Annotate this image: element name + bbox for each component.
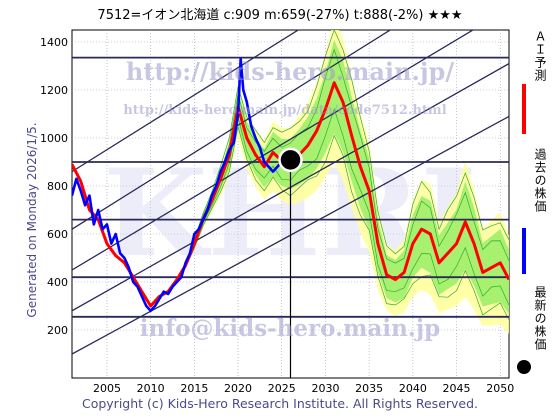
watermark-url-page: http://kids-hero.main.jp/data/code7512.h… <box>123 103 446 118</box>
legend: ＡＩ予測 過去の株価 最新の株価 <box>516 28 547 388</box>
channel-line <box>72 30 300 173</box>
x-tick-label: 2015 <box>180 382 208 395</box>
legend-latest-dot <box>517 360 531 374</box>
watermark-url: http://kids-hero.main.jp/ <box>126 57 454 86</box>
forecast-band-path <box>167 107 509 306</box>
legend-forecast-label: ＡＩ予測 <box>533 30 547 82</box>
generated-date-text: Generated on Monday 2026/1/5. <box>25 122 39 318</box>
legend-history-swatch <box>522 228 526 274</box>
x-tick-label: 2050 <box>486 382 514 395</box>
x-tick-label: 2030 <box>311 382 339 395</box>
y-tick-label: 400 <box>47 276 68 289</box>
y-tick-label: 600 <box>47 228 68 241</box>
x-tick-label: 2045 <box>443 382 471 395</box>
forecast-band-inner <box>168 39 509 315</box>
x-tick-label: 2020 <box>224 382 252 395</box>
x-tick-label: 2005 <box>93 382 121 395</box>
legend-latest-label: 最新の株価 <box>533 286 547 351</box>
history-line <box>72 57 292 313</box>
x-tick-label: 2040 <box>399 382 427 395</box>
chart-title: 7512=イオン北海道 c:909 m:659(-27%) t:888(-2%)… <box>97 8 463 23</box>
forecast-band-path <box>167 126 509 320</box>
y-tick-label: 1000 <box>40 132 68 145</box>
y-tick-label: 800 <box>47 180 68 193</box>
latest-price-dot <box>278 147 303 173</box>
channel-line <box>72 30 475 271</box>
x-tick-label: 2025 <box>268 382 296 395</box>
forecast-band-path <box>167 30 509 292</box>
legend-forecast-swatch <box>522 84 526 134</box>
watermark-email: info@kids-hero.main.jp <box>140 315 440 342</box>
y-tick-label: 1200 <box>40 84 68 97</box>
copyright-notice: Copyright (c) Kids-Hero Research Institu… <box>81 396 479 411</box>
x-tick-label: 2010 <box>137 382 165 395</box>
channel-line <box>72 30 392 230</box>
generated-date-label: Generated on Monday 2026/1/5. <box>22 80 42 360</box>
x-tick-label: 2035 <box>355 382 383 395</box>
legend-history-label: 過去の株価 <box>533 148 547 213</box>
y-tick-label: 1400 <box>40 36 68 49</box>
y-tick-label: 200 <box>47 324 68 337</box>
